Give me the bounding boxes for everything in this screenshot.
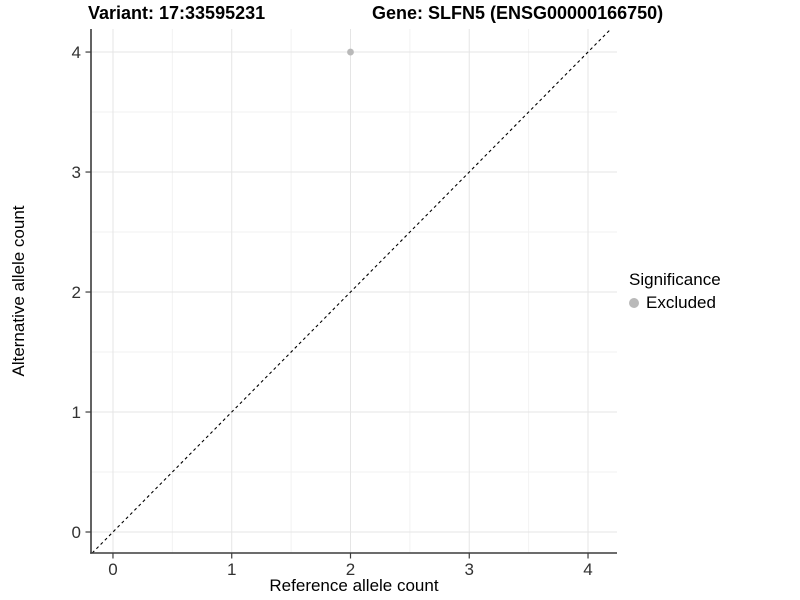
y-tick-label: 0 <box>72 523 81 542</box>
legend-item-label: Excluded <box>646 293 716 312</box>
tick-labels: 0 1 2 3 4 0 1 2 3 4 <box>72 43 593 579</box>
y-tick-label: 2 <box>72 283 81 302</box>
x-tick-label: 3 <box>465 560 474 579</box>
x-tick-label: 0 <box>108 560 117 579</box>
plot-title-gene: Gene: SLFN5 (ENSG00000166750) <box>372 3 664 23</box>
x-axis-title: Reference allele count <box>269 576 439 595</box>
y-axis-title: Alternative allele count <box>9 205 28 377</box>
legend: Significance Excluded <box>629 269 721 313</box>
legend-item-excluded: Excluded <box>629 292 721 313</box>
major-gridlines <box>91 29 617 553</box>
plot-title-variant: Variant: 17:33595231 <box>88 3 266 23</box>
y-tick-label: 4 <box>72 43 81 62</box>
x-tick-label: 1 <box>227 560 236 579</box>
x-tick-label: 4 <box>583 560 592 579</box>
x-tick-label: 2 <box>346 560 355 579</box>
axis-lines <box>90 29 617 554</box>
legend-marker-circle-icon <box>629 297 639 308</box>
y-tick-label: 1 <box>72 403 81 422</box>
data-point <box>347 48 354 56</box>
data-points <box>347 48 354 56</box>
tick-marks <box>85 51 589 559</box>
legend-title: Significance <box>629 270 721 289</box>
y-tick-label: 3 <box>72 163 81 182</box>
identity-line <box>91 28 612 554</box>
